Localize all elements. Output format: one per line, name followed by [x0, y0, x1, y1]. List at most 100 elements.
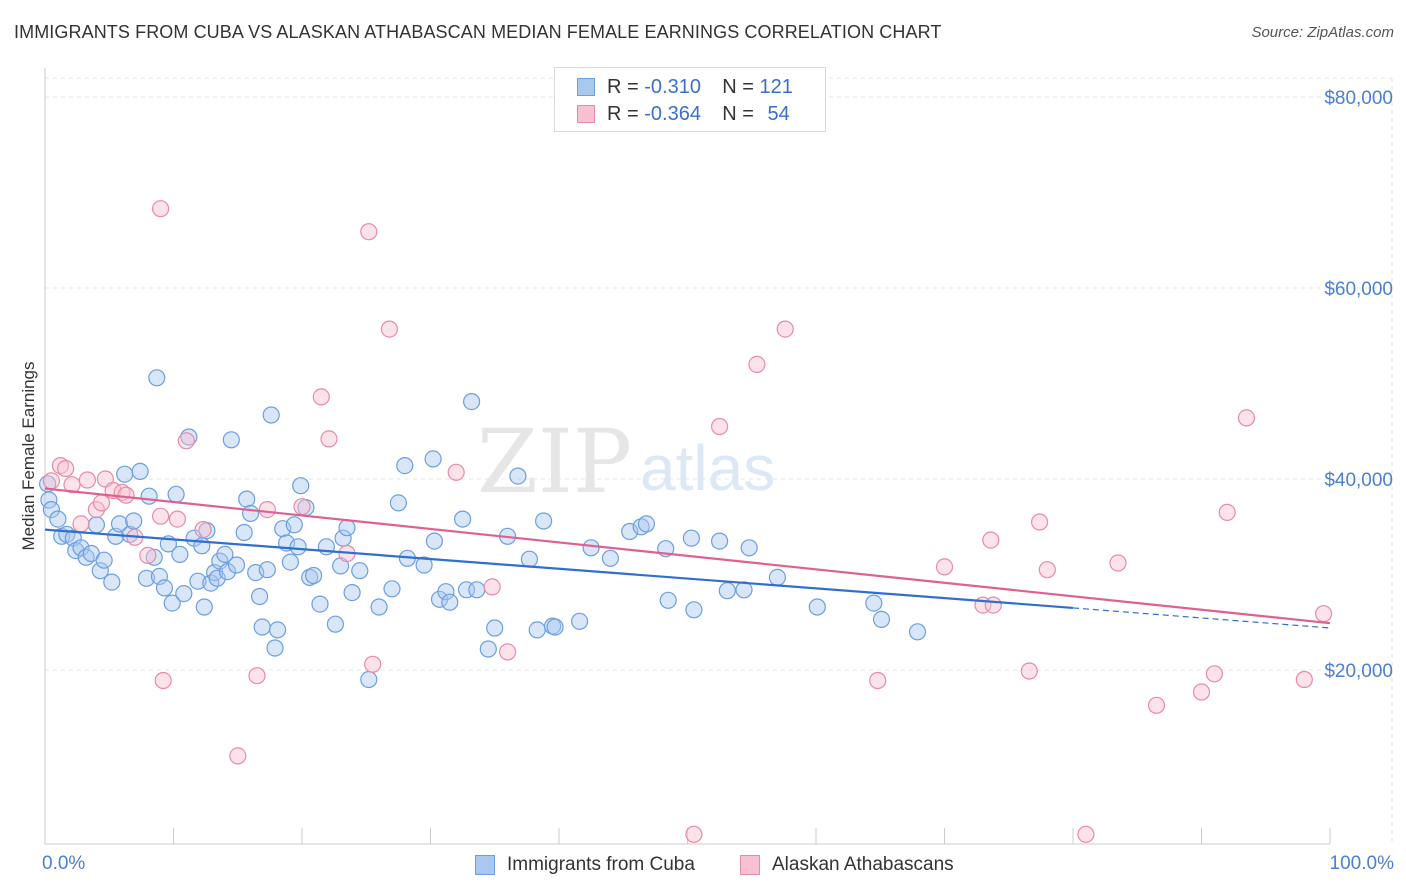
point-cuba — [87, 516, 106, 534]
chart-title: IMMIGRANTS FROM CUBA VS ALASKAN ATHABASC… — [14, 22, 942, 42]
data-points — [38, 200, 1333, 843]
legend-n-label: N = — [722, 102, 754, 125]
point-athabascan — [685, 825, 703, 843]
point-cuba — [285, 516, 303, 534]
point-athabascan — [293, 498, 311, 516]
point-cuba — [253, 618, 271, 636]
point-athabascan — [177, 432, 195, 450]
point-cuba — [155, 579, 174, 597]
point-cuba — [383, 580, 401, 598]
y-tick-label: $80,000 — [1324, 88, 1393, 109]
y-axis-title: Median Female Earnings — [19, 362, 38, 551]
point-cuba — [326, 615, 344, 633]
point-cuba — [808, 598, 826, 616]
legend-swatch-athabascan — [577, 105, 595, 123]
point-cuba — [222, 431, 240, 449]
point-cuba — [520, 550, 539, 568]
point-athabascan — [154, 671, 172, 690]
point-cuba — [195, 598, 213, 616]
point-cuba — [289, 538, 307, 556]
point-cuba — [262, 406, 280, 424]
point-athabascan — [1295, 670, 1313, 689]
point-cuba — [570, 612, 589, 630]
point-athabascan — [1218, 503, 1236, 522]
watermark-zip: ZIP — [477, 410, 632, 513]
point-cuba — [718, 582, 736, 600]
point-athabascan — [92, 494, 111, 512]
point-athabascan — [51, 457, 70, 475]
point-cuba — [637, 515, 656, 533]
point-cuba — [281, 553, 299, 571]
legend-r-label: R = — [607, 75, 639, 98]
point-cuba — [131, 462, 149, 480]
point-athabascan — [139, 546, 157, 565]
point-cuba — [305, 566, 323, 585]
bottom-legend-label-cuba: Immigrants from Cuba — [507, 854, 695, 875]
point-cuba — [509, 467, 527, 485]
point-cuba — [425, 532, 443, 550]
bottom-legend-swatch-cuba — [475, 855, 495, 875]
y-tick-label: $60,000 — [1324, 279, 1393, 300]
point-cuba — [872, 610, 891, 629]
point-athabascan — [984, 596, 1002, 614]
point-cuba — [338, 519, 356, 537]
point-athabascan — [447, 463, 465, 481]
point-athabascan — [152, 200, 170, 218]
point-cuba — [437, 583, 455, 601]
legend-row-cuba: R = -0.310 N = 121 — [577, 74, 793, 100]
point-cuba — [238, 490, 256, 508]
point-cuba — [110, 515, 129, 533]
point-athabascan — [63, 476, 81, 494]
point-athabascan — [710, 417, 729, 436]
point-athabascan — [380, 320, 398, 338]
point-cuba — [42, 501, 61, 519]
point-cuba — [218, 562, 237, 581]
point-cuba — [632, 518, 650, 536]
point-athabascan — [1192, 683, 1211, 701]
point-athabascan — [258, 501, 276, 519]
point-athabascan — [312, 388, 330, 406]
point-cuba — [454, 510, 472, 528]
point-cuba — [216, 545, 234, 564]
point-athabascan — [1109, 554, 1127, 572]
watermark-atlas: atlas — [640, 432, 775, 504]
point-athabascan — [1147, 696, 1166, 714]
point-cuba — [370, 598, 388, 616]
point-cuba — [148, 369, 166, 387]
point-athabascan — [1038, 561, 1056, 579]
point-athabascan — [117, 486, 135, 504]
point-athabascan — [499, 643, 517, 661]
point-cuba — [908, 623, 927, 641]
point-athabascan — [982, 531, 1000, 549]
bottom-legend-swatch-athabascan — [740, 855, 760, 875]
legend-n-value: 54 — [767, 102, 790, 125]
point-cuba — [865, 594, 883, 612]
point-athabascan — [78, 471, 97, 489]
point-cuba — [360, 670, 378, 689]
point-cuba — [72, 539, 90, 557]
point-cuba — [768, 568, 787, 587]
point-athabascan — [364, 655, 382, 673]
point-cuba — [167, 485, 185, 503]
legend-n-label: N = — [722, 75, 754, 98]
trend-line-cuba — [44, 528, 1074, 610]
point-athabascan — [935, 558, 954, 576]
point-cuba — [740, 539, 758, 557]
trend-line-cuba-extension — [1072, 607, 1331, 629]
trend-lines — [44, 487, 1331, 629]
point-athabascan — [483, 578, 501, 596]
axis-labels: $20,000 $40,000 $60,000 $80,000 0.0% 100.0% Me… — [19, 88, 1394, 874]
y-tick-label: $40,000 — [1324, 470, 1393, 491]
point-cuba — [311, 595, 329, 613]
bottom-legend-cuba: Immigrants from Cuba — [475, 852, 695, 878]
legend-row-athabascan: R = -0.364 N = 54 — [577, 101, 790, 127]
point-cuba — [415, 556, 433, 574]
point-athabascan — [248, 667, 266, 685]
point-cuba — [479, 640, 497, 658]
legend-r-label: R = — [607, 102, 639, 125]
bottom-legend-athabascan: Alaskan Athabascans — [740, 852, 954, 878]
point-cuba — [343, 583, 361, 602]
point-athabascan — [56, 459, 75, 478]
point-athabascan — [72, 515, 90, 533]
